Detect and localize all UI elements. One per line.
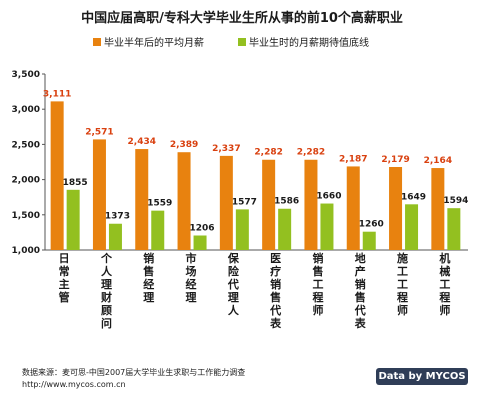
category-labels: 日常主管 个人理财顾问 销售经理 市场经理 保险代理人 医疗销售代表 销售工程师 地产销售代表…: [59, 251, 451, 330]
bar-series-2-9: [447, 208, 461, 250]
source-note: 数据来源：麦可思-中国2007届大学毕业生求职与工作能力调查 http://ww…: [22, 367, 245, 391]
data-label-series-1-2: 2,434: [128, 137, 156, 147]
bar-series-1-9: [431, 168, 445, 250]
bar-series-1-4: [219, 155, 233, 250]
category-label-3: 市场经理: [186, 251, 197, 304]
data-label-series-1-3: 2,389: [170, 140, 198, 150]
data-label-series-2-1: 1373: [105, 212, 130, 222]
value-labels: 3,111 1855 2,571 1373 2,434 1559 2,389 1206 2,33…: [43, 89, 468, 233]
data-label-series-2-7: 1260: [359, 220, 384, 230]
bar-series-2-1: [108, 223, 122, 250]
y-tick-label: 2,500: [12, 140, 40, 150]
bar-series-2-0: [66, 189, 80, 250]
bar-series-1-5: [262, 159, 276, 250]
bar-series-1-3: [177, 152, 191, 250]
bar-series-2-5: [278, 208, 292, 250]
bar-series-1-2: [135, 149, 149, 250]
y-tick-label: 1,500: [12, 211, 40, 221]
data-label-series-1-9: 2,164: [424, 156, 452, 166]
category-label-9: 机械工程师: [439, 251, 450, 317]
y-tick-label: 3,000: [12, 105, 40, 115]
bar-series-1-1: [92, 139, 106, 250]
data-label-series-1-0: 3,111: [43, 89, 71, 99]
legend: 毕业半年后的平均月薪 毕业生时的月薪期待值底线: [93, 36, 369, 49]
data-label-series-2-8: 1649: [401, 192, 426, 202]
category-label-2: 销售经理: [142, 251, 154, 304]
bar-series-1-8: [389, 166, 403, 250]
category-label-1: 个人理财顾问: [100, 251, 113, 330]
source-url: http://www.mycos.com.cn: [22, 380, 126, 389]
bar-series-1-6: [304, 159, 318, 250]
data-label-series-1-6: 2,282: [297, 148, 325, 158]
legend-label-series-1: 毕业半年后的平均月薪: [104, 36, 204, 49]
category-label-7: 地产销售代表: [354, 251, 367, 330]
category-label-4: 保险代理人: [227, 251, 240, 317]
bar-series-2-8: [405, 204, 419, 250]
y-tick-label: 1,000: [12, 246, 40, 256]
data-label-series-1-4: 2,337: [212, 144, 240, 154]
data-label-series-2-2: 1559: [147, 199, 172, 209]
data-label-series-2-9: 1594: [443, 196, 468, 206]
bars: [50, 101, 461, 251]
data-label-series-1-1: 2,571: [85, 127, 113, 137]
data-label-series-1-7: 2,187: [339, 154, 367, 164]
category-label-6: 销售工程师: [311, 251, 323, 317]
bar-series-2-6: [320, 203, 334, 250]
bar-series-2-4: [235, 209, 249, 250]
bar-series-2-7: [362, 231, 376, 250]
data-label-series-2-4: 1577: [232, 197, 257, 207]
legend-swatch-series-1: [93, 38, 101, 46]
data-label-series-2-6: 1660: [316, 192, 341, 202]
data-label-series-2-3: 1206: [190, 223, 215, 233]
category-label-8: 施工工程师: [397, 251, 408, 317]
bar-series-2-3: [193, 235, 207, 250]
data-label-series-2-5: 1586: [274, 197, 299, 207]
data-label-series-1-5: 2,282: [254, 148, 282, 158]
chart-title: 中国应届高职/专科大学毕业生所从事的前10个高薪职业: [81, 10, 403, 26]
category-label-5: 医疗销售代表: [269, 252, 282, 330]
source-line-1: 数据来源：麦可思-中国2007届大学毕业生求职与工作能力调查: [22, 368, 246, 377]
category-label-0: 日常主管: [59, 252, 70, 304]
y-tick-label: 3,500: [12, 70, 40, 80]
data-label-series-1-8: 2,179: [381, 155, 409, 165]
legend-swatch-series-2: [238, 38, 246, 46]
data-by-mycos-badge: Data by MYCOS: [376, 368, 468, 385]
bar-series-2-2: [151, 210, 165, 250]
bar-series-1-0: [50, 101, 64, 251]
legend-label-series-2: 毕业生时的月薪期待值底线: [249, 36, 369, 49]
bar-series-1-7: [346, 166, 360, 250]
y-tick-label: 2,000: [12, 176, 40, 186]
data-label-series-2-0: 1855: [63, 178, 88, 188]
